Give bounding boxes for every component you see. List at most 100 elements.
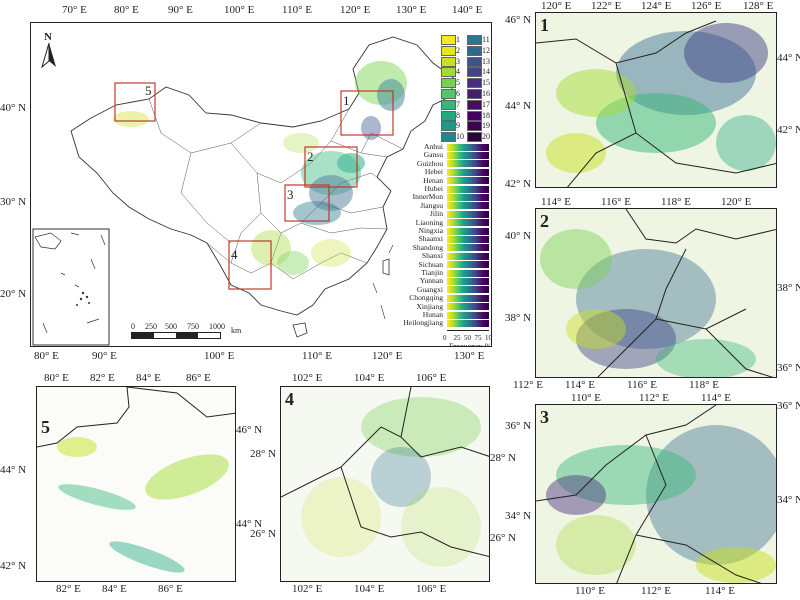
- panel-3: 3 110° E 112° E 114° E 110° E 112° E 114° E 36…: [505, 390, 800, 600]
- map-left-tick: 40° N: [0, 102, 27, 114]
- panel4-left-tick: 26° N: [250, 528, 277, 540]
- province-bar: [447, 143, 489, 151]
- legend-swatch: [441, 35, 456, 45]
- legend-swatch: [467, 132, 482, 143]
- province-bar: [447, 278, 489, 285]
- panel5-right-tick: 44° N: [236, 518, 263, 530]
- map-bottom-tick: 100° E: [204, 350, 235, 362]
- panel2-bottom-tick: 114° E: [565, 379, 595, 391]
- legend-label: 14: [482, 67, 490, 77]
- province-label: Tianjin: [421, 268, 443, 277]
- province-bar: [447, 286, 489, 294]
- panel-1-frame[interactable]: 1: [535, 12, 777, 188]
- province-frequency-chart: Anhui Gansu Guizhou Hebei Henan Hubei InnerMon…: [387, 142, 492, 346]
- legend-swatch: [467, 99, 482, 110]
- panel4-bottom-tick: 102° E: [292, 583, 323, 595]
- panel1-top-tick: 124° E: [641, 0, 672, 12]
- legend-label: 15: [482, 78, 490, 88]
- panel5-bottom-tick: 86° E: [158, 583, 183, 595]
- panel2-bottom-tick: 116° E: [627, 379, 657, 391]
- province-label: Hebei: [424, 167, 443, 177]
- panel3-bottom-tick: 112° E: [641, 585, 671, 597]
- legend-label: 6: [456, 89, 460, 98]
- scale-unit: km: [231, 326, 242, 335]
- legend-label: 2: [456, 45, 460, 55]
- province-label: Guangxi: [416, 284, 443, 294]
- panel-5: 5 80° E 82° E 84° E 86° E 82° E 84° E 86° E 44°…: [0, 368, 262, 600]
- legend-label: 4: [456, 67, 460, 77]
- inset-boxes: [114, 82, 394, 290]
- frequency-tick: 75: [474, 333, 482, 342]
- panel3-bottom-tick: 114° E: [705, 585, 735, 597]
- panel-2-number: 2: [540, 211, 549, 231]
- panel5-bottom-tick: 84° E: [102, 583, 127, 595]
- map-top-tick: 100° E: [224, 4, 255, 16]
- panel3-right-tick: 36° N: [777, 400, 800, 412]
- panel3-left-tick: 36° N: [505, 420, 532, 432]
- frequency-tick: 100: [485, 333, 492, 342]
- province-label: Yunnan: [419, 276, 443, 286]
- scale-label-500: 500: [165, 322, 177, 331]
- legend-swatch: [441, 121, 456, 132]
- panel1-left-tick: 46° N: [505, 14, 532, 26]
- province-label: InnerMon: [412, 192, 443, 202]
- panel4-right-tick: 26° N: [490, 532, 517, 544]
- panel-5-frame[interactable]: 5: [36, 386, 236, 582]
- province-bar: [447, 294, 489, 302]
- panel-1-map: [536, 13, 776, 187]
- sea-lines: [372, 244, 394, 320]
- province-label: Ningxia: [418, 226, 443, 235]
- legend-label: 20: [482, 132, 490, 142]
- province-bar: [447, 152, 489, 159]
- province-label: Guizhou: [416, 158, 443, 168]
- panel1-top-tick: 128° E: [743, 0, 774, 12]
- legend-swatch: [441, 132, 456, 143]
- south-sea-inset: [32, 228, 110, 346]
- panel-4-frame[interactable]: 4: [280, 386, 490, 582]
- north-arrow: N: [39, 31, 59, 69]
- panel3-left-tick: 34° N: [505, 510, 532, 522]
- panel-1-number: 1: [540, 15, 549, 35]
- panel1-right-tick: 42° N: [777, 124, 800, 136]
- panel2-top-tick: 120° E: [721, 196, 752, 208]
- province-bar: [447, 269, 489, 277]
- province-label: Jiangsu: [420, 200, 443, 210]
- panel2-left-tick: 40° N: [505, 230, 532, 242]
- legend-label: 3: [456, 56, 460, 66]
- province-bar: [447, 202, 489, 210]
- province-bar: [447, 227, 489, 235]
- panel1-top-tick: 122° E: [591, 0, 622, 12]
- panel5-top-tick: 82° E: [90, 372, 115, 384]
- panel4-top-tick: 106° E: [416, 372, 447, 384]
- legend-swatch: [467, 121, 482, 132]
- china-map: [32, 36, 456, 346]
- province-bar: [447, 236, 489, 243]
- province-bar: [447, 177, 489, 185]
- frequency-tick: 50: [464, 333, 471, 342]
- panel3-right-tick: 34° N: [777, 494, 800, 506]
- province-borders: [148, 98, 404, 280]
- panel2-bottom-tick: 112° E: [513, 379, 543, 391]
- legend-label: 1: [456, 35, 460, 44]
- panel1-top-tick: 126° E: [691, 0, 722, 12]
- panel-2-frame[interactable]: 2: [535, 208, 777, 378]
- panel3-top-tick: 112° E: [639, 392, 669, 404]
- province-bar: [447, 185, 489, 193]
- panel5-top-tick: 86° E: [186, 372, 211, 384]
- panel4-right-tick: 28° N: [490, 452, 517, 464]
- legend-label: 7: [456, 99, 460, 109]
- map-top-tick: 80° E: [114, 4, 139, 16]
- legend-swatch: [467, 67, 482, 78]
- panel5-left-tick: 42° N: [0, 560, 27, 572]
- panel-3-frame[interactable]: 3: [535, 404, 777, 584]
- map-top-tick: 90° E: [168, 4, 193, 16]
- legend-label: 19: [482, 121, 490, 131]
- map-bottom-tick: 130° E: [454, 350, 485, 362]
- panel1-left-tick: 44° N: [505, 100, 532, 112]
- panel-4-number: 4: [285, 389, 294, 409]
- province-bar: [447, 252, 489, 260]
- panel-2: 2 114° E 116° E 118° E 120° E 112° E 114° E 11…: [505, 190, 800, 391]
